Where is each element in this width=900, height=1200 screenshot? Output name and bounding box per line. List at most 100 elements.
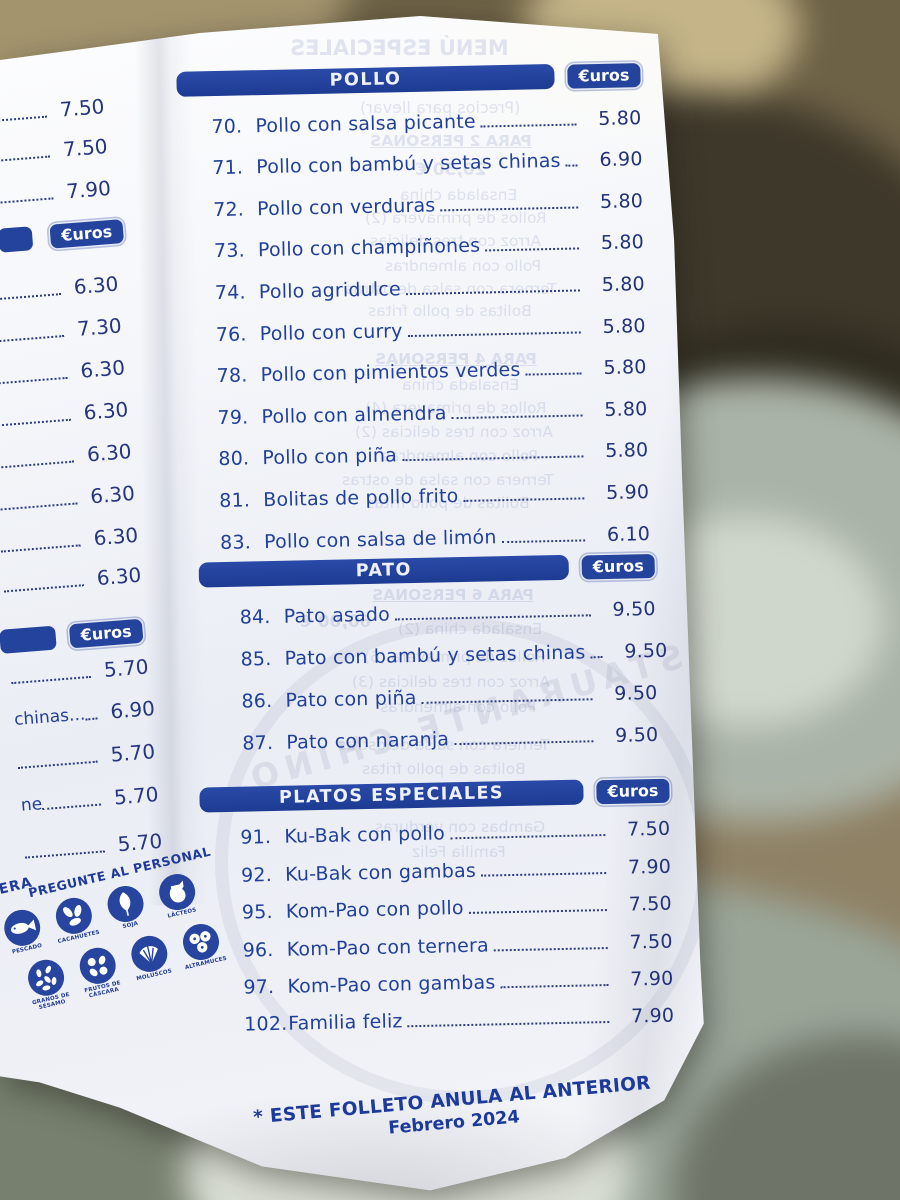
dotted-leader — [480, 123, 577, 128]
dotted-leader — [405, 289, 580, 296]
dotted-leader — [565, 164, 578, 167]
item-name: Familia feliz — [288, 1010, 403, 1036]
item-price: 7.50 — [62, 134, 109, 162]
dotted-leader — [407, 1021, 610, 1028]
item-price: 5.70 — [113, 782, 160, 810]
item-number: 81. — [219, 489, 251, 512]
left-price-row: 6.30 — [0, 437, 132, 474]
item-price: 6.30 — [92, 522, 139, 551]
item-number: 74. — [214, 281, 246, 305]
item-price: 6.90 — [599, 148, 643, 172]
euros-badge: €uros — [581, 553, 655, 579]
left-price-row: chinas... 6.90 — [13, 694, 156, 731]
euros-badge: €uros — [68, 618, 144, 649]
dotted-leader — [440, 206, 579, 212]
item-name: Pollo con almendra — [261, 402, 447, 428]
section-platos-especiales: PLATOS ESPECIALES €uros 91. Ku-Bak con p… — [199, 778, 674, 1037]
item-number: 76. — [215, 323, 247, 346]
item-name: Kom-Pao con pollo — [285, 897, 464, 923]
left-price-row: 6.30 — [0, 353, 126, 390]
item-name: Pollo con salsa picante — [255, 110, 477, 137]
dotted-leader — [454, 740, 594, 746]
item-price: 6.30 — [79, 355, 126, 383]
dotted-leader — [0, 155, 51, 164]
left-price-row: 7.30 — [0, 311, 123, 348]
soy-leaf-icon — [107, 885, 144, 922]
left-price-row: 6.30 — [0, 521, 139, 558]
dotted-leader — [0, 376, 68, 386]
dotted-leader — [0, 334, 65, 344]
dotted-leader — [463, 497, 585, 502]
dotted-leader — [0, 502, 78, 511]
dotted-leader — [493, 946, 608, 951]
item-name: Kom-Pao con gambas — [287, 971, 496, 998]
item-number: 71. — [212, 156, 244, 180]
item-price: 7.30 — [76, 313, 123, 341]
sesame-seeds-icon — [28, 959, 65, 996]
dotted-leader — [395, 614, 591, 621]
item-number: 95. — [241, 901, 273, 924]
left-section-divider: €uros — [0, 219, 125, 254]
item-price: 6.30 — [89, 480, 136, 509]
item-name: Bolitas de pollo frito — [263, 484, 459, 512]
item-name: Pollo agridulce — [258, 278, 402, 304]
item-price: 9.50 — [612, 597, 656, 621]
section-pato: PATO €uros 84. Pato asado 9.50 85. — [198, 553, 668, 756]
item-name: Pollo con curry — [259, 319, 403, 345]
dotted-leader — [0, 293, 61, 302]
item-price: 5.80 — [602, 314, 646, 338]
item-number: 79. — [217, 406, 249, 429]
item-price: 6.90 — [109, 696, 156, 724]
item-name: Pato asado — [283, 603, 391, 628]
milk-jug-icon — [159, 874, 196, 911]
euros-badge: €uros — [567, 62, 641, 89]
item-price: 6.10 — [606, 522, 651, 546]
item-price: 7.50 — [626, 818, 671, 841]
item-name: Ku-Bak con pollo — [284, 822, 446, 849]
lupin-beans-icon — [182, 923, 219, 960]
item-name: Pollo con verduras — [256, 194, 436, 220]
left-price-row: 6.30 — [3, 561, 143, 598]
item-price: 6.30 — [82, 397, 130, 425]
dotted-leader — [407, 331, 581, 337]
item-number: 84. — [239, 606, 271, 629]
dotted-leader — [0, 418, 71, 427]
left-price-row: 7.50 — [0, 92, 105, 129]
dotted-leader — [525, 372, 582, 376]
item-number: 78. — [216, 364, 248, 388]
dotted-leader — [451, 414, 583, 419]
item-price: 5.80 — [603, 356, 647, 380]
item-price: 7.90 — [65, 175, 112, 204]
item-price: 7.50 — [58, 94, 106, 122]
dotted-leader — [500, 983, 609, 989]
item-name-fragment: ne — [20, 794, 43, 816]
item-name-fragment: chinas... — [13, 704, 86, 731]
item-price: 5.80 — [601, 273, 646, 296]
item-price: 6.30 — [95, 562, 143, 591]
item-price: 5.80 — [599, 189, 644, 213]
item-number: 83. — [219, 530, 252, 554]
dotted-leader — [501, 538, 586, 543]
item-price: 7.90 — [630, 967, 674, 991]
fish-icon — [4, 909, 41, 946]
item-name: Pollo con champiñones — [257, 234, 481, 262]
item-price: 9.50 — [624, 639, 668, 663]
item-price: 5.80 — [604, 439, 649, 463]
item-price: 5.80 — [598, 106, 642, 130]
item-name: Pollo con piña — [262, 444, 398, 470]
item-price: 5.80 — [600, 231, 645, 255]
item-name: Pato con naranja — [286, 728, 450, 754]
left-price-row: 6.30 — [0, 479, 136, 516]
dotted-leader — [0, 197, 54, 206]
item-name: Ku-Bak con gambas — [284, 859, 477, 886]
left-price-row: 7.90 — [0, 174, 112, 211]
item-price: 7.50 — [629, 930, 673, 954]
item-price: 9.50 — [614, 681, 658, 705]
dotted-leader — [450, 834, 606, 840]
left-price-row: 7.50 — [0, 132, 108, 169]
allergen-info-block: LERA PREGUNTE AL PERSONAL PESCADO CACAHU… — [0, 838, 227, 1011]
item-price: 5.80 — [604, 397, 648, 421]
dotted-leader — [485, 247, 580, 252]
euros-badge: €uros — [596, 778, 670, 804]
item-number: 86. — [241, 690, 273, 713]
